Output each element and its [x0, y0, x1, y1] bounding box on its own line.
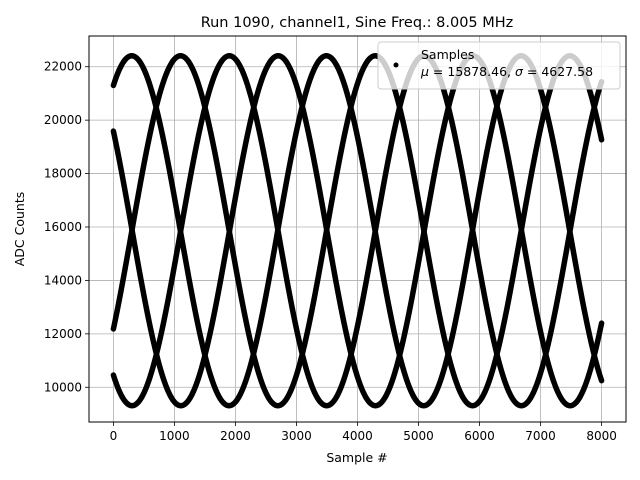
- legend-marker-samples: [393, 62, 399, 68]
- x-tick-label: 7000: [525, 429, 556, 443]
- x-tick-label: 2000: [220, 429, 251, 443]
- x-tick-label: 5000: [403, 429, 434, 443]
- axis-ticks: 0 1000 2000 3000 4000 5000 6000 7000 8000 10000 12…: [44, 60, 617, 443]
- x-tick-label: 1000: [159, 429, 190, 443]
- legend: Samples μ = 15878.46, σ = 4627.58: [377, 41, 621, 90]
- sample-trace-phase-4: [110, 53, 605, 409]
- y-tick-label: 20000: [44, 113, 82, 127]
- y-tick-label: 14000: [44, 273, 82, 287]
- y-tick-label: 18000: [44, 167, 82, 181]
- y-tick-label: 10000: [44, 380, 82, 394]
- x-tick-label: 3000: [281, 429, 312, 443]
- sample-trace-phase-3: [110, 53, 605, 409]
- legend-stats-samples: μ = 15878.46, σ = 4627.58: [420, 64, 593, 79]
- y-tick-label: 16000: [44, 220, 82, 234]
- x-tick-label: 0: [110, 429, 118, 443]
- legend-label-samples: Samples: [421, 47, 474, 62]
- legend-box: [377, 41, 621, 90]
- y-tick-label: 12000: [44, 327, 82, 341]
- y-axis-label: ADC Counts: [12, 192, 27, 267]
- chart-title: Run 1090, channel1, Sine Freq.: 8.005 MH…: [201, 15, 514, 31]
- y-tick-label: 22000: [44, 60, 82, 74]
- x-tick-label: 6000: [464, 429, 495, 443]
- x-tick-label: 4000: [342, 429, 373, 443]
- x-axis-label: Sample #: [326, 450, 387, 465]
- plot-area-frame: [88, 35, 627, 423]
- x-tick-label: 8000: [586, 429, 617, 443]
